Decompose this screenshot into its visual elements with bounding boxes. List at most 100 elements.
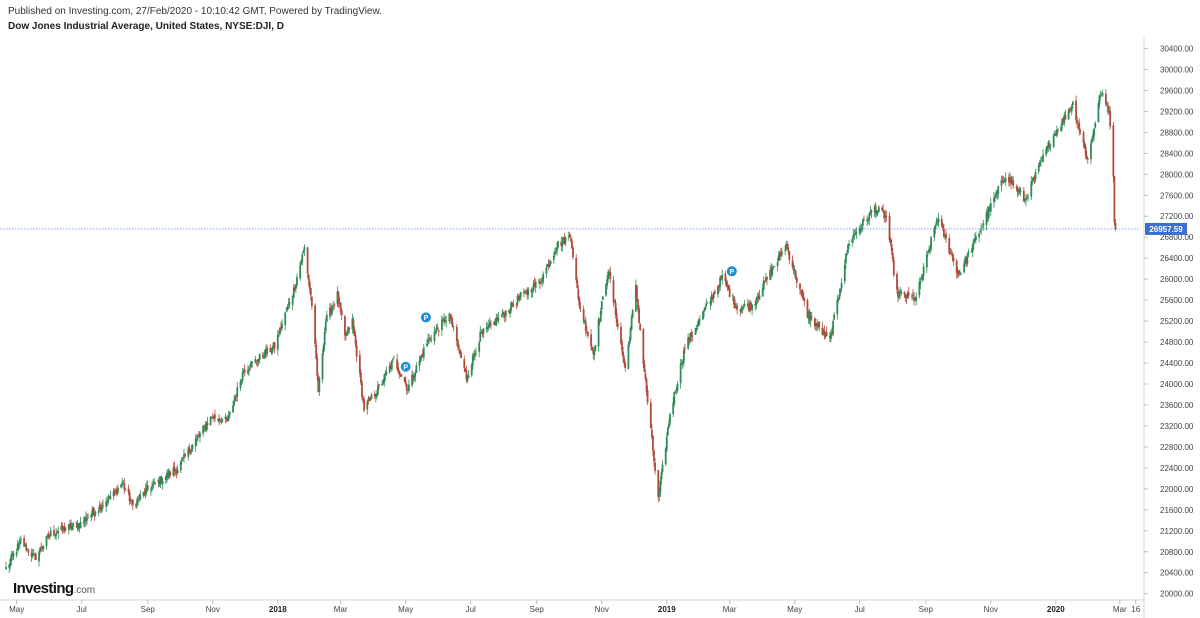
candle (756, 292, 759, 304)
candle (475, 347, 477, 357)
candle (389, 362, 392, 370)
candle-body (1101, 93, 1104, 96)
candle-body (540, 282, 542, 284)
candle-body (1030, 181, 1033, 197)
candle-body (115, 488, 118, 495)
candle-body (987, 207, 990, 219)
candle-body (456, 339, 459, 347)
candle (681, 358, 684, 370)
candle-body (1041, 160, 1043, 162)
candle-body (329, 307, 331, 316)
candle (884, 209, 887, 223)
candle (1091, 136, 1093, 144)
candle-body (702, 311, 704, 320)
candle-body (855, 232, 858, 234)
candle (467, 370, 470, 379)
candle (393, 355, 395, 359)
candle-body (271, 347, 274, 353)
candle-body (351, 318, 354, 330)
candle (233, 395, 235, 407)
candle-body (631, 310, 634, 318)
candle-body (99, 505, 102, 510)
candle-body (502, 312, 505, 315)
candle-body (527, 288, 530, 296)
candle (585, 325, 588, 334)
candle-body (726, 286, 729, 287)
candle (152, 479, 154, 490)
candle (105, 496, 108, 513)
candle-body (761, 288, 764, 297)
candle-body (496, 317, 499, 322)
candle (739, 308, 742, 317)
candle (844, 252, 847, 269)
candle (996, 189, 999, 200)
candle (823, 325, 826, 340)
candle-body (821, 327, 824, 335)
candle (822, 328, 825, 336)
candle (317, 373, 320, 393)
candle-body (749, 302, 751, 312)
candle (853, 229, 856, 240)
candle-body (905, 296, 908, 299)
candle (859, 223, 862, 235)
y-tick-label: 22000.00 (1160, 485, 1194, 494)
candle (890, 238, 893, 255)
candle-body (286, 306, 289, 310)
candle-body (34, 553, 37, 560)
candle (808, 308, 811, 325)
candle (86, 513, 88, 525)
candle-body (762, 280, 765, 290)
candle-body (78, 523, 81, 528)
candle (1062, 116, 1065, 125)
candle (258, 353, 261, 364)
candle-body (884, 214, 887, 218)
candle-body (25, 545, 28, 551)
candle (61, 522, 64, 535)
candle (368, 397, 371, 402)
candle (606, 275, 609, 290)
candle (1061, 118, 1064, 130)
candle (1000, 175, 1003, 192)
candle-body (634, 284, 637, 312)
candle (79, 516, 82, 529)
y-tick-label: 28400.00 (1160, 149, 1194, 158)
candle-body (537, 281, 540, 283)
candle-body (388, 366, 391, 373)
candle (272, 341, 275, 350)
candle (523, 288, 525, 298)
candle (271, 345, 274, 355)
candle-body (1112, 125, 1115, 177)
candle-body (575, 257, 578, 281)
candle (1094, 121, 1097, 129)
candle-body (912, 294, 914, 296)
candle-body (428, 338, 431, 339)
candle-body (897, 291, 899, 298)
candle (672, 397, 675, 418)
y-tick-label: 26000.00 (1160, 275, 1194, 284)
candle (358, 350, 361, 378)
candle-body (420, 354, 423, 359)
candle-body (241, 372, 244, 381)
candle-body (555, 250, 557, 253)
candle (547, 258, 550, 271)
candle-body (235, 396, 238, 398)
candle (256, 359, 259, 367)
candle (413, 373, 416, 382)
candle (985, 209, 988, 231)
candle-body (898, 292, 901, 297)
candle-body (48, 535, 51, 537)
candle-body (657, 470, 660, 497)
candle (966, 253, 969, 267)
candle-body (213, 414, 216, 419)
candle-body (421, 353, 424, 357)
candle (194, 434, 197, 452)
candle-body (61, 525, 64, 530)
candle-body (227, 414, 230, 420)
candle (832, 319, 834, 336)
y-tick-label: 30400.00 (1160, 44, 1194, 53)
candle-body (30, 552, 33, 557)
candle-body (127, 488, 130, 493)
candle (385, 366, 388, 376)
candle-body (405, 384, 408, 390)
